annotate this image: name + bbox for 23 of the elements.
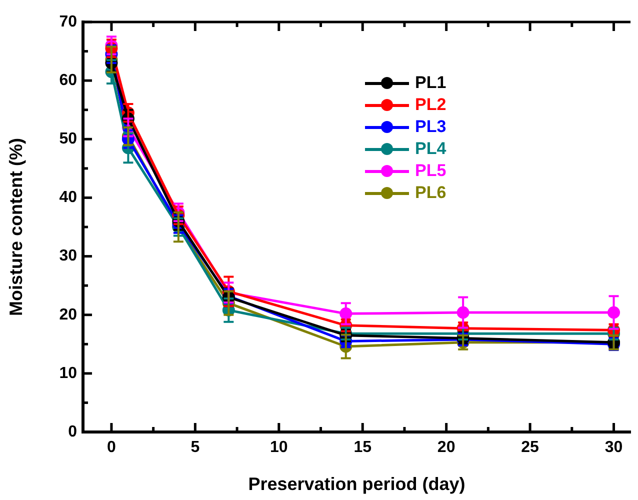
x-axis-title: Preservation period (day) <box>248 474 466 494</box>
y-tick-label: 70 <box>59 13 78 30</box>
x-tick-label: 5 <box>190 439 200 456</box>
y-tick-label: 40 <box>59 189 78 206</box>
y-axis-title: Moisture content (%) <box>6 138 26 316</box>
x-tick-label: 15 <box>354 439 372 456</box>
legend-label: PL5 <box>415 161 446 181</box>
y-tick-label: 60 <box>59 72 78 89</box>
x-tick-label: 30 <box>604 439 623 456</box>
y-tick-label: 20 <box>59 306 78 324</box>
x-tick-label: 0 <box>107 439 116 456</box>
y-tick-label: 30 <box>59 248 78 265</box>
legend-label: PL1 <box>415 73 446 93</box>
x-tick-label: 25 <box>521 439 540 456</box>
y-tick-label: 0 <box>68 423 78 440</box>
legend-label: PL3 <box>415 117 446 137</box>
x-tick-label: 10 <box>270 439 288 456</box>
x-tick-label: 20 <box>437 439 456 456</box>
y-tick-label: 50 <box>59 130 78 148</box>
legend-label: PL2 <box>415 95 446 115</box>
legend-label: PL4 <box>415 139 446 159</box>
y-tick-label: 10 <box>59 364 78 382</box>
legend-label: PL6 <box>415 183 446 203</box>
